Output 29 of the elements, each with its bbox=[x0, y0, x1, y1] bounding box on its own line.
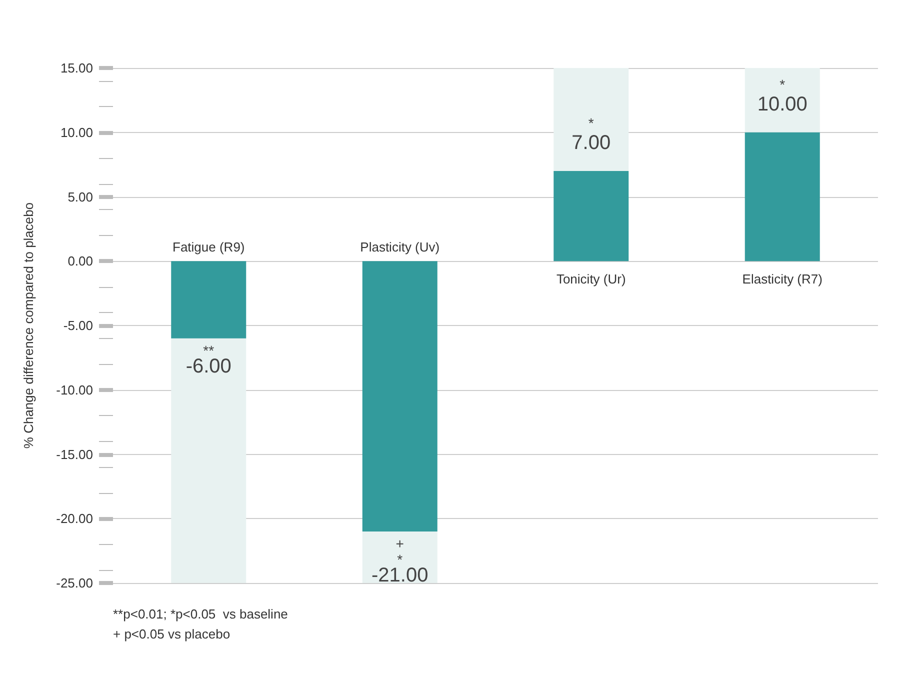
y-tick-label: -25.00 bbox=[56, 576, 93, 590]
bar bbox=[554, 68, 629, 171]
y-tick-label: -15.00 bbox=[56, 446, 93, 462]
bar bbox=[171, 261, 246, 338]
data-label: 10.00 bbox=[757, 93, 808, 116]
y-tick-label: 5.00 bbox=[68, 189, 93, 204]
y-tick-label: 15.00 bbox=[60, 60, 93, 76]
x-tick-label: Elasticity (R7) bbox=[742, 272, 822, 287]
bar bbox=[362, 261, 438, 532]
data-label: -21.00 bbox=[372, 564, 428, 586]
y-tick-label: 10.00 bbox=[60, 124, 93, 140]
x-tick-label: Fatigue (R9) bbox=[172, 240, 245, 255]
bar bbox=[554, 171, 629, 262]
y-axis-title: % Change difference compared to placebo bbox=[21, 202, 36, 449]
text: **p<0.01; *p<0.05 vs baseline + p<0.05 vs placebo bbox=[113, 606, 288, 642]
x-tick-label: Plasticity (Uv) bbox=[360, 240, 440, 255]
y-tick-label: 0.00 bbox=[68, 254, 93, 269]
data-label: 7.00 bbox=[572, 132, 611, 154]
x-tick-label: Tonicity (Ur) bbox=[556, 272, 626, 287]
bar bbox=[744, 68, 820, 132]
bar bbox=[362, 532, 438, 583]
y-tick-label: -10.00 bbox=[56, 382, 93, 398]
bar bbox=[171, 338, 246, 583]
bar bbox=[744, 132, 820, 262]
annotation: * bbox=[588, 115, 594, 131]
y-tick-label: -5.00 bbox=[63, 318, 93, 333]
annotation: + * bbox=[396, 536, 404, 568]
annotation: * bbox=[780, 76, 786, 92]
y-tick-label: -20.00 bbox=[56, 511, 93, 526]
